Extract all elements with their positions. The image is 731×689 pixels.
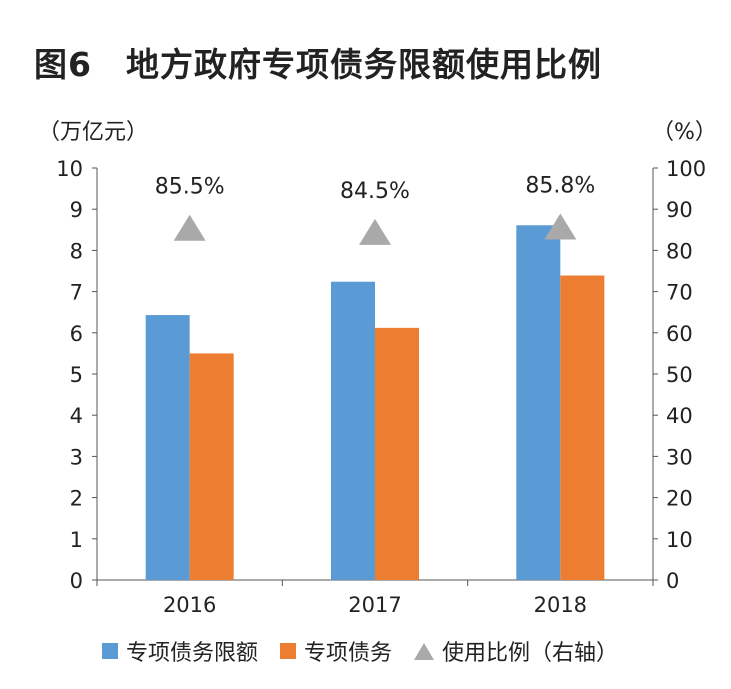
legend-swatch-debt [280,643,297,659]
legend-label-debt: 专项债务 [304,641,393,666]
left-tick-label: 9 [70,198,83,222]
legend-swatch-quota [102,643,118,659]
left-tick-label: 10 [56,157,83,181]
right-tick-label: 10 [666,528,693,552]
ratio-marker [359,218,391,245]
left-tick-label: 4 [70,404,83,428]
right-tick-label: 30 [666,445,693,469]
chart-title: 图6 地方政府专项债务限额使用比例 [34,45,602,84]
left-tick-label: 0 [70,569,83,593]
right-tick-label: 20 [666,487,693,511]
left-tick-label: 2 [70,487,83,511]
left-tick-label: 6 [70,322,83,346]
ratio-marker [173,214,206,241]
bar-quota [145,315,190,580]
right-tick-label: 90 [666,198,693,222]
legend-label-ratio: 使用比例（右轴） [442,641,619,666]
right-tick-label: 40 [666,404,693,428]
x-tick-label: 2016 [163,593,216,617]
bar-debt [560,275,605,580]
left-tick-label: 8 [70,239,83,263]
ratio-marker [544,213,577,240]
legend-item-debt: 专项债务 [280,635,392,667]
legend: 专项债务限额 专项债务 使用比例（右轴） [102,636,640,666]
bar-quota [516,225,561,580]
ratio-data-label: 84.5% [340,179,410,204]
legend-item-ratio: 使用比例（右轴） [414,635,618,667]
left-tick-label: 5 [70,363,83,387]
left-tick-label: 1 [70,528,83,552]
ratio-data-label: 85.5% [155,175,225,200]
right-tick-label: 50 [666,363,693,387]
x-tick-label: 2017 [348,593,401,617]
right-tick-label: 100 [666,157,706,181]
right-tick-label: 70 [666,281,693,305]
legend-triangle-icon [414,642,435,660]
legend-label-quota: 专项债务限额 [126,641,259,666]
right-tick-label: 0 [666,569,679,593]
x-tick-label: 2018 [534,593,587,617]
right-tick-label: 80 [666,239,693,263]
bar-quota [331,281,375,580]
ratio-data-label: 85.8% [525,174,595,199]
bar-debt [189,353,234,580]
left-tick-label: 3 [70,445,83,469]
left-axis-unit: （万亿元） [38,120,149,145]
bar-debt [375,327,419,580]
right-axis-unit: （%） [652,120,717,145]
right-tick-label: 60 [666,322,693,346]
legend-item-quota: 专项债务限额 [102,635,258,667]
left-tick-label: 7 [70,281,83,305]
